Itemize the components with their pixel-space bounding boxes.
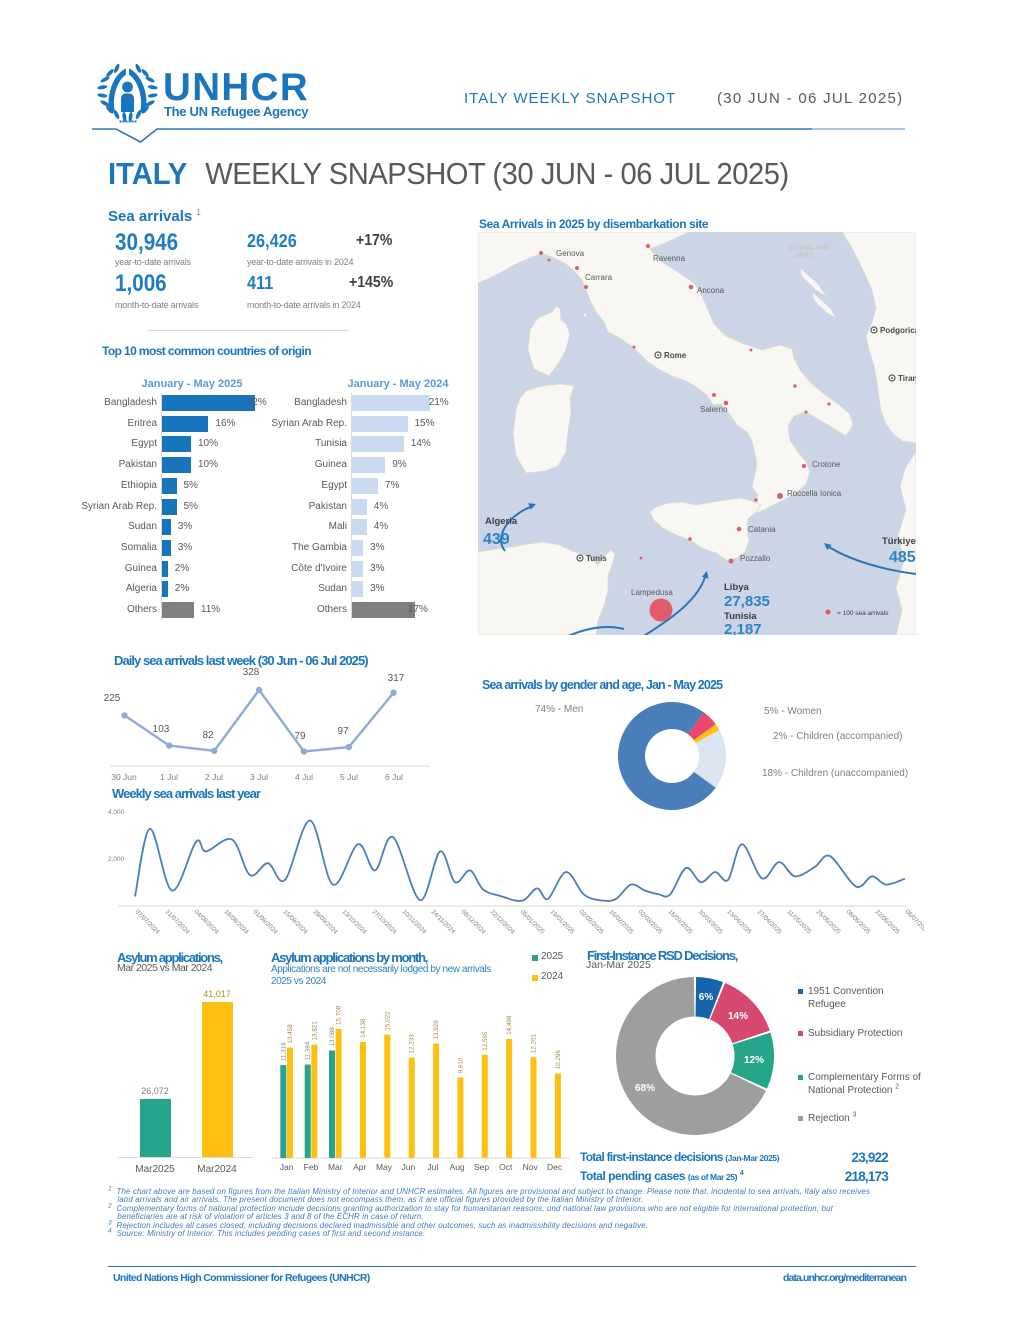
svg-text:Sep: Sep — [474, 1162, 489, 1172]
svg-text:225: 225 — [104, 693, 121, 704]
svg-text:12,233: 12,233 — [409, 1034, 416, 1054]
svg-text:Feb: Feb — [304, 1162, 319, 1172]
svg-text:15/09/2024: 15/09/2024 — [282, 908, 310, 936]
svg-text:Tunisia: Tunisia — [724, 611, 757, 622]
svg-text:6%: 6% — [699, 992, 714, 1003]
svg-text:16/03/2025: 16/03/2025 — [667, 908, 695, 936]
svg-text:485: 485 — [889, 549, 916, 566]
svg-text:Dec: Dec — [547, 1162, 563, 1172]
svg-text:14%: 14% — [728, 1011, 748, 1022]
svg-text:103: 103 — [153, 724, 170, 735]
svg-text:02/02/2025: 02/02/2025 — [578, 908, 606, 936]
svg-text:Lampedusa: Lampedusa — [631, 588, 673, 597]
svg-text:29/09/2024: 29/09/2024 — [312, 908, 340, 936]
svg-text:Rome: Rome — [664, 351, 687, 360]
svg-text:3 Jul: 3 Jul — [250, 772, 268, 782]
svg-text:04/08/2024: 04/08/2024 — [193, 908, 221, 936]
svg-text:Mar: Mar — [328, 1162, 343, 1172]
svg-text:6 Jul: 6 Jul — [385, 772, 403, 782]
svg-text:13,458: 13,458 — [287, 1024, 294, 1044]
svg-text:13,929: 13,929 — [433, 1020, 440, 1040]
svg-text:1 Jul: 1 Jul — [160, 772, 178, 782]
svg-text:01/09/2024: 01/09/2024 — [252, 908, 280, 936]
svg-text:Ancona: Ancona — [697, 286, 725, 295]
svg-text:HERZ.: HERZ. — [794, 253, 815, 260]
svg-text:2,187: 2,187 — [724, 621, 762, 635]
svg-text:= 100 sea arrivals: = 100 sea arrivals — [837, 610, 889, 617]
svg-text:13/04/2025: 13/04/2025 — [726, 908, 754, 936]
svg-text:06/07/2025: 06/07/2025 — [904, 908, 924, 936]
svg-text:May: May — [376, 1162, 393, 1172]
svg-text:Crotone: Crotone — [812, 460, 841, 469]
svg-text:05/01/2025: 05/01/2025 — [519, 908, 547, 936]
svg-text:12,261: 12,261 — [531, 1034, 538, 1054]
svg-text:27,835: 27,835 — [724, 593, 770, 610]
svg-text:02/03/2025: 02/03/2025 — [637, 908, 665, 936]
svg-text:2 Jul: 2 Jul — [205, 772, 223, 782]
svg-text:Roccella Ionica: Roccella Ionica — [787, 489, 842, 498]
svg-text:24/11/2024: 24/11/2024 — [430, 908, 457, 935]
svg-text:Catania: Catania — [748, 525, 776, 534]
svg-text:Salerno: Salerno — [700, 405, 728, 414]
svg-text:08/12/2024: 08/12/2024 — [460, 908, 488, 936]
svg-text:82: 82 — [202, 730, 214, 741]
svg-text:Jan: Jan — [280, 1162, 294, 1172]
svg-text:19/01/2025: 19/01/2025 — [549, 908, 577, 936]
svg-text:18/08/2024: 18/08/2024 — [223, 908, 251, 936]
svg-text:Genova: Genova — [556, 249, 585, 258]
svg-text:22/12/2024: 22/12/2024 — [489, 908, 517, 936]
svg-text:5 Jul: 5 Jul — [340, 772, 358, 782]
svg-text:Oct: Oct — [499, 1162, 513, 1172]
svg-text:30 Jun: 30 Jun — [111, 772, 137, 782]
svg-text:Ravenna: Ravenna — [653, 254, 686, 263]
svg-text:79: 79 — [294, 731, 306, 742]
svg-text:27/04/2025: 27/04/2025 — [756, 908, 784, 936]
svg-text:Libya: Libya — [724, 582, 750, 593]
svg-text:27/10/2024: 27/10/2024 — [371, 908, 399, 936]
svg-text:9,810: 9,810 — [457, 1057, 464, 1073]
svg-text:68%: 68% — [635, 1083, 655, 1094]
svg-text:11,318: 11,318 — [280, 1042, 287, 1061]
svg-text:Carrara: Carrara — [585, 273, 613, 282]
svg-text:Nov: Nov — [523, 1162, 539, 1172]
svg-text:2,000: 2,000 — [108, 856, 125, 863]
svg-text:Jul: Jul — [427, 1162, 438, 1172]
svg-text:4 Jul: 4 Jul — [295, 772, 313, 782]
svg-text:10,296: 10,296 — [555, 1050, 562, 1070]
svg-text:08/06/2025: 08/06/2025 — [845, 908, 873, 936]
svg-text:07/07/2024: 07/07/2024 — [134, 908, 162, 936]
svg-text:15,708: 15,708 — [336, 1005, 343, 1025]
svg-text:14,498: 14,498 — [506, 1015, 513, 1035]
svg-text:11/05/2025: 11/05/2025 — [786, 908, 813, 935]
svg-text:Tunis: Tunis — [586, 554, 607, 563]
svg-text:Pozzallo: Pozzallo — [740, 554, 771, 563]
svg-text:14,138: 14,138 — [360, 1018, 367, 1038]
svg-text:Algeria: Algeria — [485, 516, 518, 527]
svg-text:22/06/2025: 22/06/2025 — [874, 908, 902, 936]
svg-text:Türkiye: Türkiye — [882, 536, 916, 547]
svg-text:439: 439 — [483, 531, 510, 548]
svg-text:21/07/2024: 21/07/2024 — [164, 908, 192, 936]
svg-text:12%: 12% — [744, 1055, 764, 1066]
svg-text:Podgorica: Podgorica — [880, 326, 916, 335]
svg-text:13,821: 13,821 — [311, 1021, 318, 1041]
svg-text:25/05/2025: 25/05/2025 — [815, 908, 843, 936]
svg-text:13/10/2024: 13/10/2024 — [341, 908, 369, 936]
svg-text:16/02/2025: 16/02/2025 — [608, 908, 636, 936]
svg-text:97: 97 — [337, 726, 349, 737]
svg-text:Aug: Aug — [450, 1162, 465, 1172]
svg-text:328: 328 — [243, 667, 260, 678]
svg-text:Tirana: Tirana — [898, 374, 916, 383]
svg-text:317: 317 — [388, 673, 405, 684]
svg-text:30/03/2025: 30/03/2025 — [697, 908, 725, 936]
svg-text:Apr: Apr — [353, 1162, 366, 1172]
svg-text:12,565: 12,565 — [482, 1031, 489, 1051]
svg-text:BOSNIA AND: BOSNIA AND — [788, 245, 830, 252]
svg-text:10/11/2024: 10/11/2024 — [401, 908, 428, 935]
svg-text:4,000: 4,000 — [108, 809, 125, 816]
svg-text:Jun: Jun — [402, 1162, 416, 1172]
svg-text:11,384: 11,384 — [305, 1041, 312, 1060]
svg-text:13,088: 13,088 — [329, 1027, 336, 1047]
svg-text:15,022: 15,022 — [384, 1011, 391, 1031]
